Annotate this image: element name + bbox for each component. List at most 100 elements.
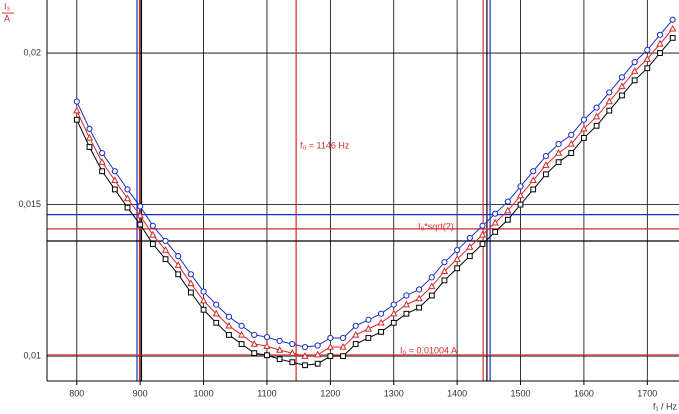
marker — [162, 256, 169, 263]
marker — [301, 352, 309, 359]
marker — [428, 292, 435, 299]
x-tick-label: 1700 — [637, 388, 657, 398]
x-tick-label: 1000 — [194, 388, 214, 398]
marker — [428, 274, 435, 281]
marker — [403, 310, 410, 317]
marker — [339, 342, 347, 350]
marker — [466, 234, 473, 242]
marker — [606, 107, 613, 114]
marker — [390, 319, 397, 326]
marker — [530, 186, 537, 193]
marker — [630, 67, 639, 74]
marker — [643, 55, 651, 62]
marker — [530, 168, 537, 175]
annotation: I₀*sqrt(2) — [418, 221, 454, 231]
marker — [618, 82, 626, 90]
marker — [99, 149, 106, 157]
marker — [479, 222, 486, 229]
marker — [592, 112, 601, 120]
x-tick-label: 1500 — [511, 388, 531, 398]
marker — [199, 296, 208, 304]
annotation: I₀ = 0.01004 A — [400, 345, 457, 355]
marker — [175, 271, 182, 278]
marker — [161, 246, 170, 253]
marker — [504, 216, 511, 223]
marker — [492, 228, 499, 235]
marker — [111, 186, 118, 193]
marker — [314, 342, 321, 349]
marker — [656, 31, 664, 38]
marker — [492, 210, 499, 217]
marker — [504, 206, 512, 214]
marker — [542, 161, 550, 168]
marker — [644, 46, 651, 54]
marker — [416, 286, 423, 293]
marker — [225, 321, 233, 329]
marker — [644, 65, 651, 72]
marker — [136, 211, 144, 219]
marker — [555, 140, 562, 148]
marker — [225, 313, 233, 320]
marker — [593, 122, 600, 129]
marker — [200, 306, 207, 313]
marker — [174, 261, 182, 268]
marker — [200, 288, 207, 295]
marker — [137, 203, 144, 210]
marker — [542, 171, 549, 178]
marker — [377, 310, 385, 317]
marker — [187, 271, 194, 278]
marker — [73, 106, 81, 114]
marker — [542, 152, 549, 160]
marker — [378, 328, 384, 335]
marker — [441, 259, 448, 266]
marker — [365, 316, 372, 323]
marker — [428, 282, 436, 290]
marker — [340, 353, 346, 360]
marker — [555, 159, 562, 166]
marker — [619, 92, 625, 99]
marker — [656, 39, 664, 47]
marker — [581, 135, 587, 141]
marker — [669, 16, 676, 23]
marker — [440, 267, 449, 274]
marker — [111, 176, 119, 184]
marker — [669, 34, 676, 41]
marker — [314, 360, 321, 367]
marker — [85, 133, 94, 141]
marker — [593, 104, 600, 111]
marker — [568, 131, 575, 138]
marker — [124, 186, 131, 193]
marker — [187, 289, 194, 296]
series-line — [76, 28, 674, 357]
marker — [516, 191, 525, 199]
marker — [568, 150, 575, 156]
marker — [238, 341, 245, 347]
marker — [517, 183, 524, 190]
x-tick-label: 1200 — [320, 388, 340, 398]
marker — [302, 362, 308, 369]
marker — [327, 334, 334, 342]
marker — [339, 334, 347, 342]
marker — [99, 168, 106, 175]
marker — [567, 139, 575, 147]
marker — [213, 319, 220, 326]
marker — [517, 201, 524, 208]
marker — [491, 218, 499, 226]
marker — [466, 242, 474, 250]
marker — [479, 241, 486, 247]
marker — [288, 349, 296, 356]
y-tick-label: 0,015 — [18, 199, 41, 209]
x-tick-label: 1300 — [384, 388, 404, 398]
marker — [149, 230, 157, 238]
marker — [251, 331, 258, 339]
marker — [416, 304, 423, 311]
marker — [580, 116, 588, 123]
marker — [364, 324, 373, 332]
marker — [301, 343, 309, 351]
marker — [137, 221, 144, 228]
y-tick-label: 0,02 — [23, 47, 41, 57]
marker — [365, 335, 372, 341]
marker — [73, 98, 80, 105]
